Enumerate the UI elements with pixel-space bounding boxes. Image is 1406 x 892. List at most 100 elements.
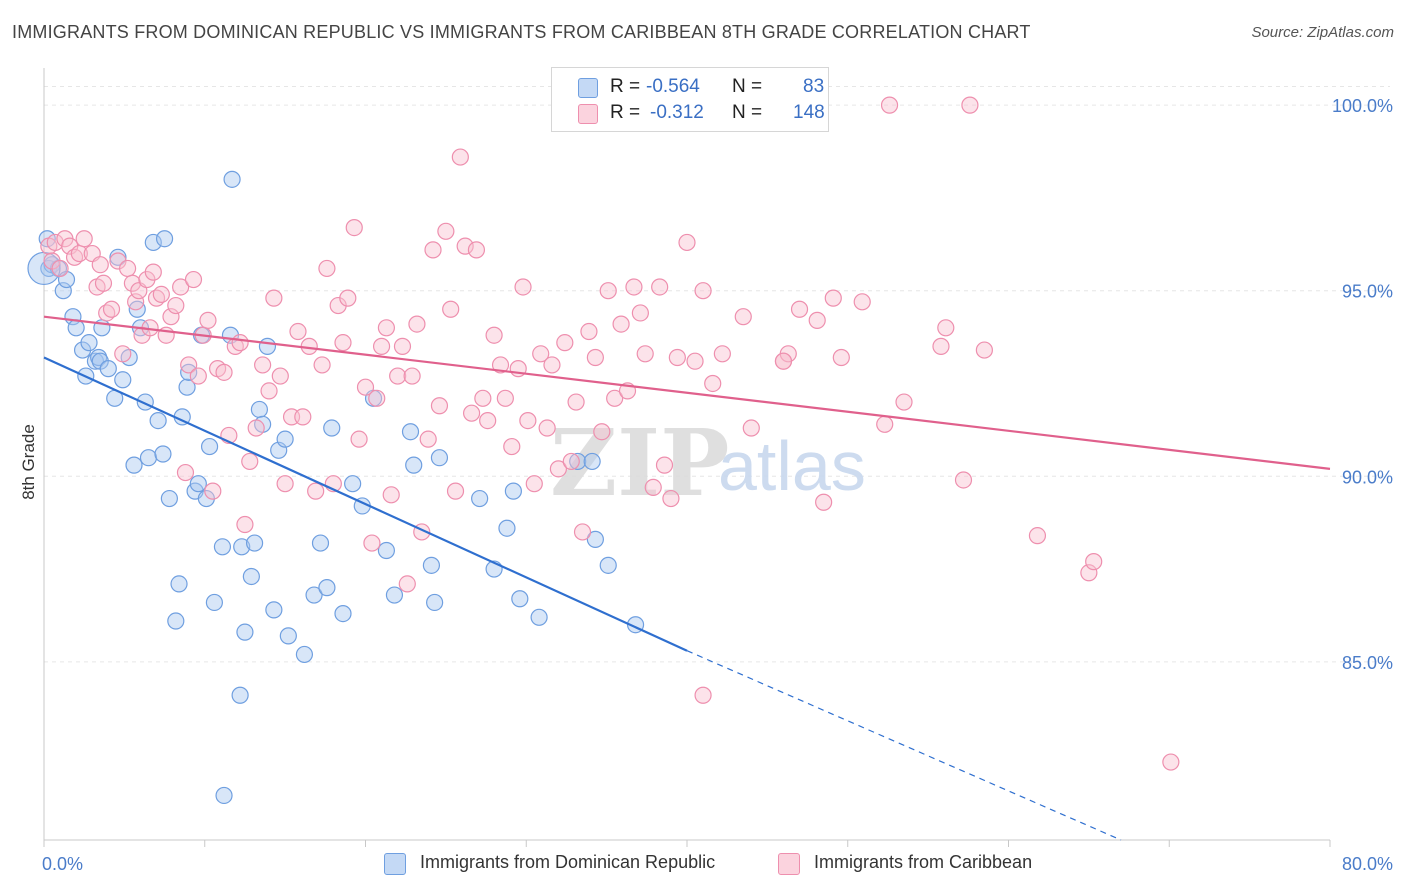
data-point-caribbean	[424, 241, 442, 259]
data-point-dominican	[276, 430, 294, 448]
data-point-caribbean	[172, 278, 190, 296]
data-point-dominican	[504, 482, 522, 500]
tick-labels: 85.0% 90.0% 95.0% 100.0% 0.0% 80.0%	[42, 96, 1393, 874]
data-point-dominican	[223, 170, 241, 188]
data-point-caribbean	[593, 423, 611, 441]
data-point-caribbean	[241, 452, 259, 471]
data-point-caribbean	[586, 348, 604, 367]
data-point-caribbean	[152, 285, 170, 304]
data-point-caribbean	[231, 334, 249, 352]
legend-swatch-pink	[778, 853, 800, 875]
data-point-caribbean	[655, 456, 674, 474]
data-point-caribbean	[127, 293, 145, 311]
data-point-caribbean	[363, 534, 381, 552]
data-point-caribbean	[612, 315, 630, 333]
legend-n-label: N =	[732, 76, 763, 97]
data-point-dominican	[430, 449, 449, 467]
data-point-dominican	[170, 575, 188, 593]
data-point-caribbean	[289, 322, 307, 341]
data-point-caribbean	[678, 233, 696, 252]
y-axis-title: 8th Grade	[19, 424, 38, 500]
data-point-dominican	[265, 601, 283, 619]
data-point-dominican	[167, 612, 185, 630]
data-point-caribbean	[937, 319, 955, 337]
data-point-caribbean	[189, 367, 207, 385]
data-point-caribbean	[276, 475, 294, 493]
data-point-caribbean	[932, 337, 950, 355]
data-point-caribbean	[543, 356, 561, 374]
series-legend: Immigrants from Dominican Republic Immig…	[0, 852, 1406, 880]
data-point-caribbean	[734, 308, 752, 326]
data-point-caribbean	[556, 334, 574, 352]
legend-swatch-blue	[384, 853, 406, 875]
data-point-caribbean	[313, 356, 331, 374]
data-point-caribbean	[853, 293, 871, 311]
legend-n-value: 148	[793, 102, 825, 123]
data-point-caribbean	[334, 334, 352, 352]
data-point-caribbean	[808, 311, 826, 329]
data-point-caribbean	[393, 337, 412, 355]
data-point-caribbean	[199, 311, 217, 329]
data-point-caribbean	[644, 478, 662, 497]
data-point-caribbean	[118, 259, 137, 278]
data-point-caribbean	[247, 419, 265, 437]
data-point-dominican	[323, 419, 341, 437]
data-point-dominican	[295, 645, 314, 664]
data-point-caribbean	[496, 389, 514, 407]
data-point-dominican	[318, 579, 336, 597]
x-tick-label-start: 0.0%	[42, 854, 83, 874]
data-point-caribbean	[382, 486, 400, 504]
data-point-caribbean	[599, 282, 617, 300]
y-tick-label: 90.0%	[1342, 467, 1393, 487]
data-point-caribbean	[975, 341, 993, 359]
data-point-dominican	[236, 623, 254, 641]
legend-r-label: R =	[610, 102, 641, 123]
watermark-atlas: atlas	[718, 427, 866, 505]
data-point-caribbean	[1085, 553, 1103, 571]
data-point-caribbean	[474, 389, 492, 407]
data-point-caribbean	[742, 419, 760, 437]
data-point-dominican	[334, 604, 352, 623]
data-point-caribbean	[876, 415, 894, 433]
data-point-caribbean	[704, 374, 722, 393]
data-point-dominican	[213, 538, 232, 556]
data-point-caribbean	[167, 296, 185, 315]
data-point-caribbean	[307, 482, 325, 500]
data-point-caribbean	[479, 411, 497, 430]
data-point-dominican	[233, 538, 251, 556]
data-point-caribbean	[176, 463, 195, 482]
data-point-caribbean	[260, 382, 278, 400]
data-point-dominican	[149, 411, 167, 430]
data-point-caribbean	[567, 393, 585, 411]
data-point-caribbean	[75, 230, 93, 248]
data-point-caribbean	[519, 411, 537, 430]
data-point-caribbean	[832, 348, 850, 367]
data-point-caribbean	[102, 300, 121, 318]
data-point-caribbean	[815, 493, 833, 511]
data-point-dominican	[599, 556, 617, 574]
data-point-caribbean	[215, 363, 233, 381]
data-point-dominican	[426, 593, 444, 612]
data-point-caribbean	[1162, 753, 1180, 771]
data-point-dominican	[155, 230, 174, 248]
data-point-dominican	[530, 608, 548, 626]
data-point-caribbean	[180, 356, 198, 374]
data-point-caribbean	[668, 348, 686, 367]
data-point-dominican	[154, 445, 172, 463]
data-point-caribbean	[538, 419, 556, 437]
data-point-caribbean	[456, 237, 474, 255]
data-point-caribbean	[467, 241, 486, 259]
source-credit: Source: ZipAtlas.com	[1251, 24, 1394, 41]
data-point-caribbean	[430, 397, 449, 415]
data-point-dominican	[139, 449, 158, 467]
data-point-caribbean	[350, 430, 368, 448]
chart-title: IMMIGRANTS FROM DOMINICAN REPUBLIC VS IM…	[12, 22, 1031, 42]
data-point-caribbean	[114, 345, 132, 363]
data-point-dominican	[114, 371, 132, 389]
trend-line-dominican	[43, 356, 688, 652]
y-tick-label: 95.0%	[1342, 282, 1393, 302]
axes	[43, 68, 1331, 847]
data-point-dominican	[422, 556, 441, 574]
data-point-caribbean	[532, 345, 550, 363]
data-point-caribbean	[514, 278, 532, 296]
